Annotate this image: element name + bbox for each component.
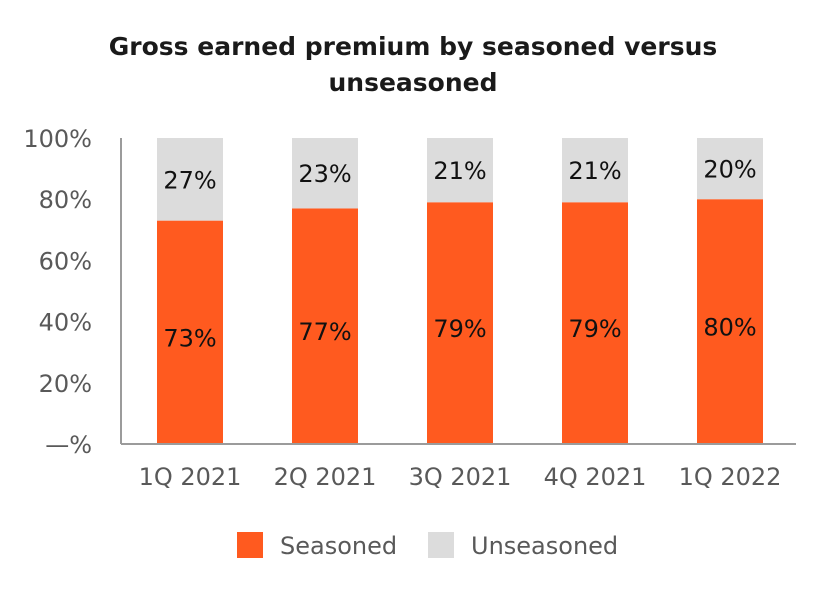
data-label-seasoned: 77% (298, 318, 351, 346)
data-label-unseasoned: 27% (163, 166, 216, 194)
bar-unseasoned-0 (157, 138, 223, 221)
bar-seasoned-0 (157, 220, 223, 444)
x-tick-label: 1Q 2022 (679, 463, 782, 491)
y-tick-label: 20% (39, 370, 92, 398)
x-tick-label: 2Q 2021 (274, 463, 377, 491)
y-tick-label: 80% (39, 186, 92, 214)
legend-label-seasoned: Seasoned (280, 532, 397, 560)
legend: Seasoned Unseasoned (237, 532, 618, 560)
data-label-unseasoned: 20% (703, 156, 756, 184)
bar-unseasoned-2 (427, 138, 493, 203)
x-tick-label: 3Q 2021 (409, 463, 512, 491)
data-label-seasoned: 79% (433, 315, 486, 343)
data-label-seasoned: 80% (703, 314, 756, 342)
legend-label-unseasoned: Unseasoned (471, 532, 618, 560)
legend-swatch-seasoned (237, 532, 263, 558)
data-label-unseasoned: 21% (568, 157, 621, 185)
bar-unseasoned-3 (562, 138, 628, 203)
bar-unseasoned-1 (292, 138, 358, 209)
chart-title-line-1: Gross earned premium by seasoned versus (109, 32, 718, 61)
chart-title-line-2: unseasoned (328, 68, 497, 97)
data-label-unseasoned: 21% (433, 157, 486, 185)
bar-seasoned-2 (427, 202, 493, 444)
data-label-seasoned: 73% (163, 324, 216, 352)
data-label-seasoned: 79% (568, 315, 621, 343)
y-tick-label: 100% (23, 125, 92, 153)
bar-seasoned-4 (697, 199, 763, 444)
bar-seasoned-1 (292, 208, 358, 444)
bar-unseasoned-4 (697, 138, 763, 200)
legend-swatch-unseasoned (428, 532, 454, 558)
bar-seasoned-3 (562, 202, 628, 444)
x-tick-label: 1Q 2021 (139, 463, 242, 491)
x-tick-label: 4Q 2021 (544, 463, 647, 491)
data-label-unseasoned: 23% (298, 160, 351, 188)
y-tick-label: —% (45, 431, 92, 459)
y-tick-label: 60% (39, 247, 92, 275)
plot-area: —% 20% 40% 60% 80% 100% 73% 27% 1Q 2021 77% 23% 2Q … (23, 125, 796, 491)
y-tick-label: 40% (39, 309, 92, 337)
